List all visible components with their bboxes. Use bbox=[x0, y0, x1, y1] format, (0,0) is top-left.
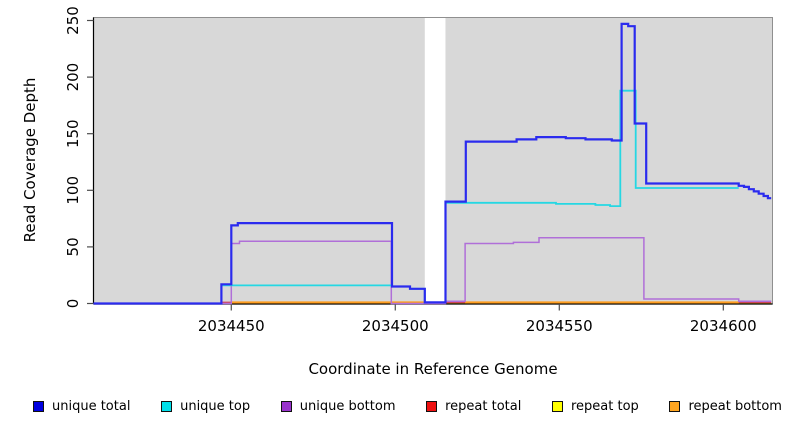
legend-item-unique-total: unique total bbox=[33, 399, 130, 414]
y-tick-label: 50 bbox=[64, 237, 82, 256]
legend-label-repeat-top: repeat top bbox=[571, 399, 639, 414]
legend-label-unique-top: unique top bbox=[180, 399, 251, 414]
y-axis-label: Read Coverage Depth bbox=[21, 77, 39, 243]
y-tick-label: 200 bbox=[64, 63, 82, 92]
series-unique-bottom bbox=[93, 237, 772, 305]
x-tick-label: 2034550 bbox=[526, 317, 593, 335]
series-unique-total bbox=[93, 22, 772, 305]
x-tick-label: 2034450 bbox=[198, 317, 265, 335]
legend-item-unique-bottom: unique bottom bbox=[280, 399, 396, 414]
legend-swatch-unique-total bbox=[33, 401, 44, 412]
x-tick-label: 2034500 bbox=[362, 317, 429, 335]
legend-label-unique-bottom: unique bottom bbox=[299, 399, 396, 414]
x-tick-label: 2034600 bbox=[690, 317, 757, 335]
legend-swatch-repeat-top bbox=[552, 401, 563, 412]
x-axis-label: Coordinate in Reference Genome bbox=[308, 360, 558, 378]
y-tick-label: 0 bbox=[64, 299, 82, 309]
y-axis-label-wrap: Read Coverage Depth bbox=[2, 0, 58, 320]
legend-item-repeat-bottom: repeat bottom bbox=[669, 399, 782, 414]
legend-swatch-unique-bottom bbox=[280, 401, 292, 412]
y-tick-label: 100 bbox=[64, 176, 82, 205]
legend-label-repeat-bottom: repeat bottom bbox=[688, 399, 782, 414]
masked-region bbox=[424, 18, 446, 304]
legend-item-repeat-total: repeat total bbox=[426, 399, 521, 414]
legend-swatch-unique-top bbox=[161, 401, 173, 412]
legend-label-unique-total: unique total bbox=[52, 399, 131, 414]
chart-legend: unique total unique top unique bottom repea… bbox=[33, 399, 782, 414]
legend-label-repeat-total: repeat total bbox=[445, 399, 522, 414]
y-tick-label: 150 bbox=[64, 119, 82, 148]
legend-swatch-repeat-total bbox=[426, 401, 438, 412]
coverage-chart: 0 50 100 150 200 250 2034450 2034500 2034550 2034… bbox=[64, 6, 773, 335]
legend-item-repeat-top: repeat top bbox=[552, 399, 639, 414]
legend-item-unique-top: unique top bbox=[161, 399, 250, 414]
legend-swatch-repeat-bottom bbox=[669, 401, 681, 412]
y-tick-label: 250 bbox=[64, 6, 82, 35]
